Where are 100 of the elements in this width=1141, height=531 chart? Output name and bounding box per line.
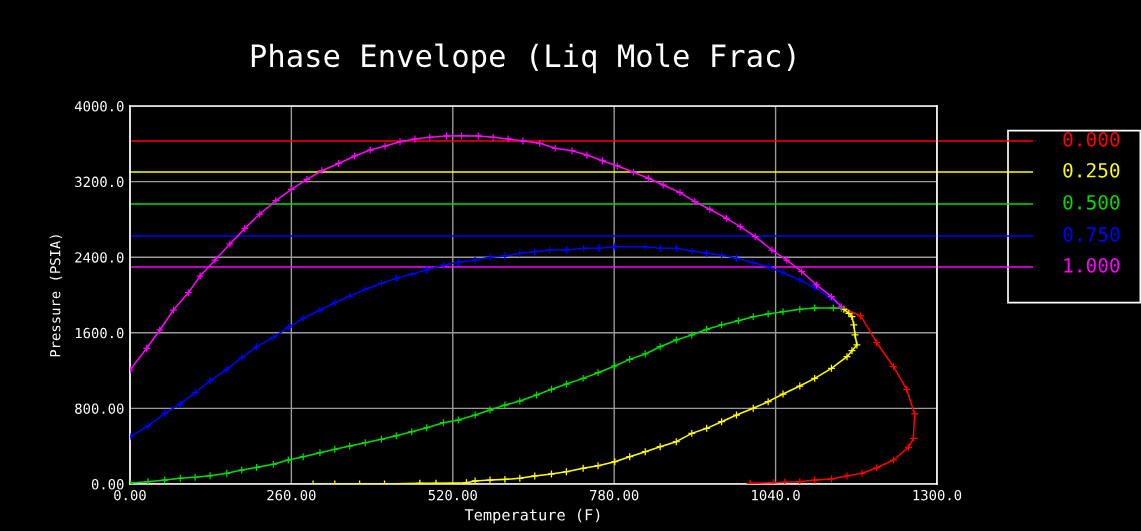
point [407, 269, 416, 279]
x-tick-label: 780.00 [590, 489, 639, 501]
point [284, 455, 293, 465]
point [489, 133, 498, 142]
point [345, 291, 354, 301]
point [795, 381, 804, 391]
y-tick-label: 800.00 [75, 403, 124, 414]
point [810, 475, 819, 485]
point [856, 311, 865, 321]
point [442, 131, 451, 141]
point [485, 253, 495, 262]
point [205, 471, 215, 480]
x-tick-label: 520.00 [428, 489, 477, 501]
point [717, 320, 726, 330]
x-axis-title: Temperature (F) [464, 508, 600, 524]
point [687, 330, 696, 340]
point [889, 455, 898, 465]
point [910, 409, 919, 419]
point [778, 268, 788, 277]
text: 0.000 [1063, 131, 1120, 147]
x-tick-label: 0.00 [114, 489, 146, 501]
point [849, 320, 858, 330]
point [345, 441, 354, 451]
point [503, 134, 513, 144]
point [474, 131, 483, 141]
point [530, 471, 539, 481]
point [143, 421, 153, 431]
point [675, 188, 685, 197]
chart-title: Phase Envelope (Liq Mole Frac) [251, 43, 795, 74]
point [829, 303, 838, 313]
point [315, 305, 325, 315]
point [515, 396, 524, 406]
point [562, 245, 571, 255]
point [210, 255, 220, 265]
point [471, 410, 480, 420]
point [782, 255, 791, 265]
point [764, 309, 773, 319]
x-tick-label: 1300.0 [913, 489, 962, 501]
point [205, 376, 215, 385]
y-tick-label: 1600.0 [75, 327, 124, 339]
point [732, 410, 741, 420]
point [176, 399, 185, 409]
point [532, 390, 541, 400]
point [143, 477, 153, 485]
point [518, 136, 528, 146]
point [471, 476, 480, 485]
x-tick-label: 260.00 [267, 489, 316, 501]
point [810, 303, 819, 313]
point [255, 209, 264, 219]
point [593, 461, 603, 470]
y-tick-label: 0.00 [91, 479, 124, 490]
point [717, 250, 726, 260]
point [500, 251, 510, 261]
point [315, 448, 325, 457]
y-tick-label: 2400.0 [75, 252, 124, 263]
point [169, 305, 178, 315]
point [656, 442, 665, 451]
point [302, 175, 311, 184]
point [582, 150, 591, 160]
point [750, 232, 760, 241]
point [381, 141, 390, 151]
text: 0.750 [1063, 227, 1120, 242]
point [225, 239, 235, 249]
point [395, 137, 405, 146]
point [593, 368, 603, 377]
point [610, 361, 619, 371]
y-axis-title: Pressure (PSIA) [49, 235, 63, 357]
point [672, 335, 681, 345]
point [439, 260, 448, 270]
point [547, 469, 556, 479]
point [350, 151, 359, 161]
point [687, 246, 696, 256]
text: 0.500 [1063, 194, 1120, 210]
point [160, 475, 169, 485]
point [196, 271, 205, 281]
point [237, 465, 246, 475]
point [767, 245, 776, 255]
point [778, 307, 788, 316]
point [656, 244, 665, 253]
point [850, 330, 860, 340]
point [366, 145, 375, 155]
point [471, 255, 480, 265]
point [780, 478, 789, 485]
point [155, 325, 164, 335]
x-tick-label: 1040.0 [752, 489, 800, 501]
point [659, 180, 668, 190]
point [454, 415, 463, 425]
point [827, 474, 836, 484]
point [410, 134, 420, 144]
y-tick-label: 4000.0 [74, 100, 124, 112]
text: 0.250 [1063, 162, 1120, 178]
point [545, 245, 554, 255]
point [847, 312, 857, 321]
point [500, 475, 510, 484]
point [562, 379, 571, 389]
point [567, 146, 577, 155]
point [462, 478, 471, 485]
point [641, 349, 650, 359]
point [485, 405, 495, 415]
point [690, 197, 699, 206]
